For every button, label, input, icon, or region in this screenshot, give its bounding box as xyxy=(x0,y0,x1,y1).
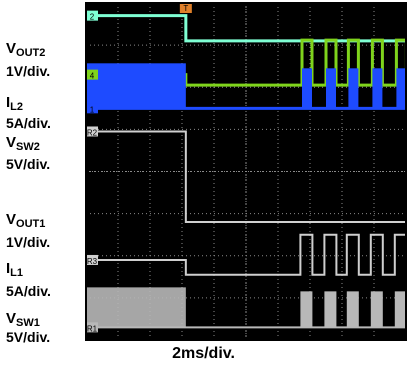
trace-v-out1 xyxy=(86,130,405,224)
trace-v-sw2-burst xyxy=(302,68,312,109)
trace-v-sw2-burst xyxy=(396,68,407,109)
label-v-sw1: VSW1 xyxy=(6,310,40,329)
trigger-marker-label: T xyxy=(183,4,188,13)
channel-marker-box xyxy=(86,10,98,21)
trace-v-sw1-burst xyxy=(370,291,383,328)
scale-v-out1: 1V/div. xyxy=(6,234,51,250)
scale-i-l2: 5A/div. xyxy=(6,115,51,131)
scale-i-l1: 5A/div. xyxy=(6,283,51,299)
scale-v-sw1: 5V/div. xyxy=(6,329,51,345)
timebase-label: 2ms/div. xyxy=(172,345,235,362)
trace-i-l1 xyxy=(86,233,407,276)
scale-v-out2: 1V/div. xyxy=(6,63,51,79)
traces xyxy=(86,14,407,329)
channel-marker-label: R1 xyxy=(87,324,98,333)
trigger-marker-box xyxy=(179,3,192,13)
channel-markers: 2 4 1 R2 R3 R1 T xyxy=(86,3,192,333)
trigger-marker: T xyxy=(179,3,192,13)
trace-v-sw1-burst xyxy=(300,291,313,328)
channel-marker-box xyxy=(86,126,98,137)
channel-marker-label: 1 xyxy=(90,105,95,114)
channel-marker-label: R3 xyxy=(87,257,98,266)
channel-marker-box xyxy=(86,254,98,265)
channel-marker-box xyxy=(86,69,98,80)
channel-marker-label: 4 xyxy=(90,72,95,81)
trace-v-sw2-burst xyxy=(372,68,383,109)
trace-v-sw2-block xyxy=(86,63,186,109)
label-i-l2: IL2 xyxy=(6,94,24,113)
trace-v-sw1-burst xyxy=(346,291,359,328)
trace-v-sw1-burst xyxy=(324,291,337,328)
channel-marker-box xyxy=(86,103,98,114)
channel-marker-box xyxy=(86,322,98,333)
trace-v-sw1-block xyxy=(86,287,186,328)
trace-v-sw2-burst xyxy=(348,68,359,109)
label-v-out2: VOUT2 xyxy=(6,40,46,59)
label-i-l1: IL1 xyxy=(6,260,24,279)
trace-v-sw1-burst xyxy=(394,291,407,328)
label-v-sw2: VSW2 xyxy=(6,134,40,153)
scale-v-sw2: 5V/div. xyxy=(6,156,51,172)
trace-v-sw2-burst xyxy=(326,68,336,109)
channel-marker-label: 2 xyxy=(90,13,95,22)
trace-v-out2 xyxy=(86,14,405,43)
grid xyxy=(86,3,406,340)
channel-marker-label: R2 xyxy=(87,128,98,137)
label-v-out1: VOUT1 xyxy=(6,211,46,230)
plot-frame xyxy=(85,2,407,341)
